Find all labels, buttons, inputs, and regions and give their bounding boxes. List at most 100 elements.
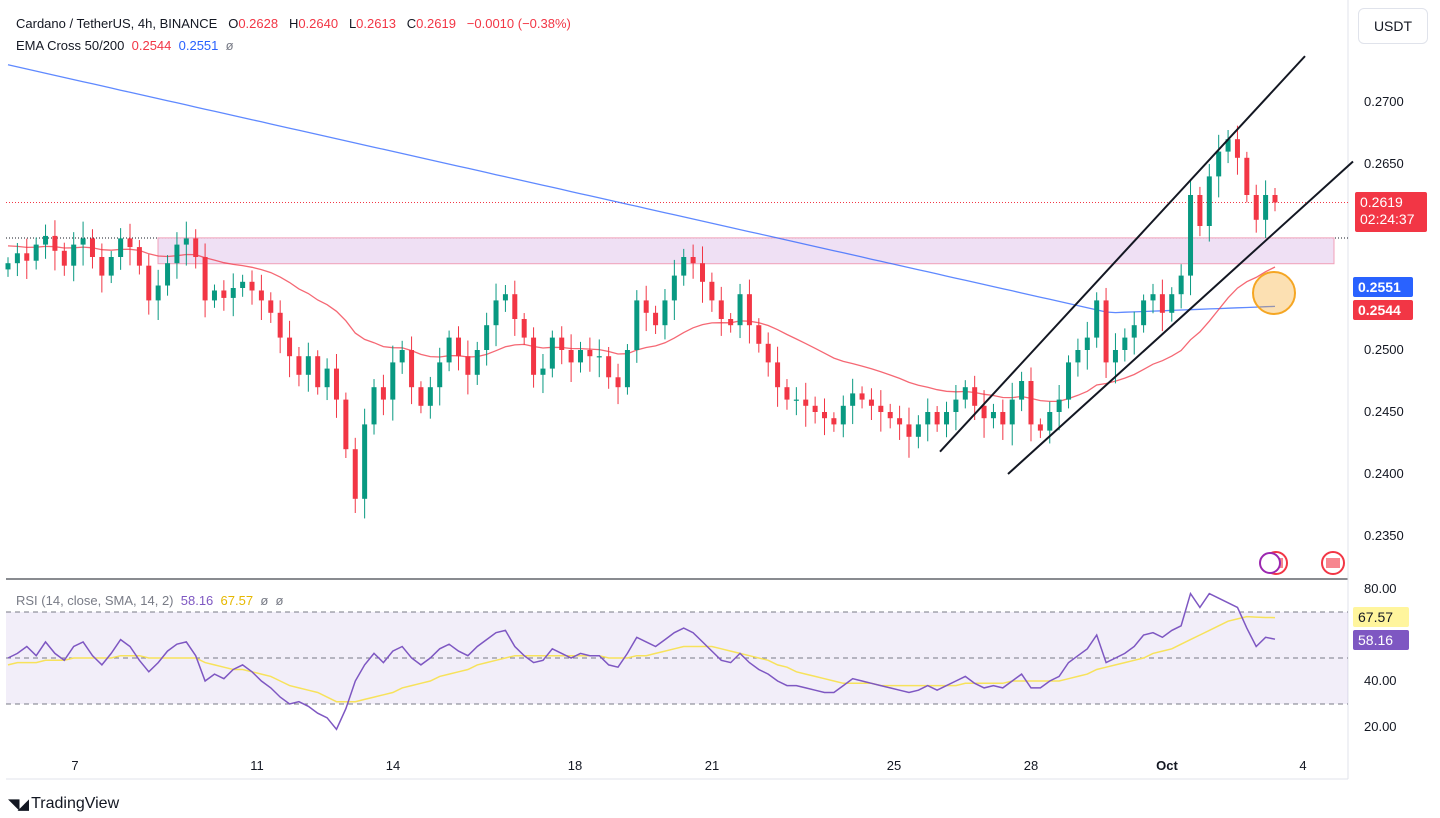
candle-body xyxy=(690,257,696,264)
candle-body xyxy=(709,281,715,301)
candle-body xyxy=(202,257,208,301)
candle-body xyxy=(512,294,518,319)
candle-body xyxy=(493,300,499,326)
candle-body xyxy=(118,238,124,257)
candle-body xyxy=(718,300,724,319)
candle-body xyxy=(1112,350,1118,363)
candle-body xyxy=(1056,399,1062,412)
candle-body xyxy=(915,424,921,437)
channel-layer xyxy=(939,55,1354,475)
support-zone-layer xyxy=(157,237,1335,265)
open-label: O xyxy=(228,16,239,31)
candle-body xyxy=(990,412,996,419)
candle-body xyxy=(812,405,818,412)
candle-body xyxy=(878,405,884,412)
rsi-layer xyxy=(6,591,1348,731)
candle-body xyxy=(221,290,227,298)
candle-body xyxy=(165,263,171,286)
candle-body xyxy=(249,281,255,291)
candle-body xyxy=(981,405,987,419)
candle-body xyxy=(1169,294,1175,313)
candle-body xyxy=(14,253,20,264)
price-tick-label: 0.2500 xyxy=(1364,342,1404,357)
last-price-value: 0.2619 xyxy=(1360,194,1403,210)
candle-body xyxy=(136,247,142,266)
rsi-value: 58.16 xyxy=(180,593,214,608)
candle-body xyxy=(859,393,865,400)
candle-body xyxy=(409,350,415,388)
ema-cross-marker xyxy=(1252,271,1296,315)
candle-body xyxy=(108,257,114,276)
candle-body xyxy=(803,399,809,406)
candle-body xyxy=(1216,151,1222,177)
close-value: 0.2619 xyxy=(416,16,456,31)
candle-body xyxy=(1037,424,1043,431)
candle-body xyxy=(606,356,612,378)
candle-body xyxy=(277,312,283,338)
open-value: 0.2628 xyxy=(238,16,279,31)
high-value: 0.2640 xyxy=(298,16,339,31)
candle-body xyxy=(531,337,537,375)
rsi-legend[interactable]: RSI (14, close, SMA, 14, 2) 58.16 67.57 … xyxy=(16,593,283,608)
candle-body xyxy=(737,294,743,326)
candle-body xyxy=(868,399,874,406)
ema200-value: 0.2551 xyxy=(178,38,219,53)
ema-layer xyxy=(7,64,1276,403)
tradingview-logo[interactable]: ◥◢ TradingView xyxy=(8,795,119,813)
rsi-sma-price-label: 67.57 xyxy=(1353,607,1409,627)
candle-body xyxy=(840,405,846,425)
candle-body xyxy=(465,356,471,375)
ema200-line xyxy=(7,64,1276,314)
candle-body xyxy=(484,325,490,350)
candle-body xyxy=(1084,337,1090,350)
candle-body xyxy=(1066,362,1072,400)
candle-body xyxy=(80,238,86,245)
candle-body xyxy=(43,235,49,245)
candle-body xyxy=(5,263,11,270)
flag-stripes xyxy=(1326,558,1340,568)
symbol-title: Cardano / TetherUS, 4h, BINANCE xyxy=(16,16,218,31)
time-tick-label: 21 xyxy=(705,758,719,773)
time-tick-label: 25 xyxy=(887,758,901,773)
brand-name: TradingView xyxy=(31,795,120,812)
rsi-sym1: ø xyxy=(260,593,269,608)
candle-body xyxy=(906,424,912,437)
symbol-legend[interactable]: Cardano / TetherUS, 4h, BINANCE O0.2628 … xyxy=(16,16,571,31)
candle-body xyxy=(671,275,677,301)
price-tick-label: 0.2400 xyxy=(1364,466,1404,481)
candle-body xyxy=(1122,337,1128,350)
rsi-sma-line xyxy=(7,615,1276,703)
rsi-sym2: ø xyxy=(275,593,284,608)
low-label: L xyxy=(348,16,357,31)
candle-body xyxy=(793,399,799,401)
candle-body xyxy=(89,238,95,257)
time-tick-label: 7 xyxy=(71,758,78,773)
rsi-line xyxy=(7,591,1276,731)
candle-body xyxy=(268,300,274,313)
candle-body xyxy=(437,362,443,388)
high-label: H xyxy=(288,16,299,31)
candle-body xyxy=(822,412,828,419)
candle-body xyxy=(1000,412,1006,425)
candle-body xyxy=(681,257,687,276)
candle-body xyxy=(1094,300,1100,338)
candle-body xyxy=(258,290,264,301)
ema-legend[interactable]: EMA Cross 50/200 0.2544 0.2551 ø xyxy=(16,38,234,53)
candle-body xyxy=(1253,195,1259,220)
candle-body xyxy=(333,368,339,400)
axis-layer: 0.2700 0.2650 0.2500 0.2450 0.2400 0.2350 80.0… xyxy=(71,94,1403,773)
ema50-price-label: 0.2544 xyxy=(1353,300,1413,320)
candle-body xyxy=(418,387,424,406)
ema50-line xyxy=(7,245,1276,403)
currency-button[interactable]: USDT xyxy=(1358,8,1428,44)
candle-body xyxy=(474,350,480,375)
candle-body xyxy=(662,300,668,326)
candle-body xyxy=(596,356,602,358)
candle-body xyxy=(193,238,199,257)
candle-body xyxy=(1131,325,1137,338)
candle-body xyxy=(1047,412,1053,431)
candle-body xyxy=(1188,195,1194,276)
candle-body xyxy=(568,350,574,363)
candle-body xyxy=(850,393,856,406)
